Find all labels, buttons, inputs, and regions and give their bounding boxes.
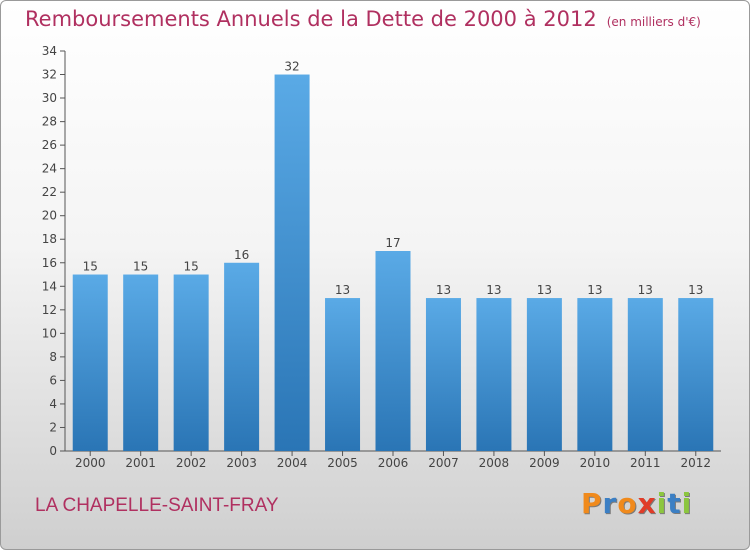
x-tick-label: 2000	[75, 456, 106, 470]
y-tick-label: 34	[42, 44, 57, 58]
bar	[325, 298, 361, 451]
bar	[173, 274, 209, 451]
logo-letter: r	[602, 487, 618, 520]
x-tick-label: 2010	[580, 456, 611, 470]
y-tick-label: 28	[42, 115, 57, 129]
y-tick-label: 32	[42, 68, 57, 82]
y-tick-label: 22	[42, 185, 57, 199]
x-tick-label: 2003	[226, 456, 257, 470]
y-tick-label: 16	[42, 256, 57, 270]
y-tick-label: 12	[42, 303, 57, 317]
chart-subtitle: (en milliers d'€)	[606, 15, 701, 29]
bar-value-label: 15	[184, 260, 199, 274]
logo-letter: i	[681, 487, 693, 520]
chart-title-text: Remboursements Annuels de la Dette de 20…	[25, 7, 597, 31]
x-tick-label: 2004	[277, 456, 308, 470]
commune-name: LA CHAPELLE-SAINT-FRAY	[35, 495, 279, 516]
x-tick-label: 2007	[428, 456, 459, 470]
bar	[274, 74, 310, 451]
y-tick-label: 18	[42, 232, 57, 246]
y-tick-label: 8	[49, 350, 57, 364]
x-tick-label: 2008	[479, 456, 510, 470]
x-tick-label: 2009	[529, 456, 560, 470]
y-tick-label: 2	[49, 420, 57, 434]
bar-value-label: 13	[688, 283, 703, 297]
y-tick-label: 4	[49, 397, 57, 411]
bar-value-label: 13	[335, 283, 350, 297]
x-tick-label: 2005	[327, 456, 358, 470]
bar	[627, 298, 663, 451]
bar-value-label: 13	[638, 283, 653, 297]
logo-letter: x	[637, 487, 657, 520]
y-tick-label: 14	[42, 279, 57, 293]
proxiti-logo: Proxiti	[581, 487, 692, 520]
bar-value-label: 13	[587, 283, 602, 297]
bar	[678, 298, 714, 451]
y-tick-label: 10	[42, 326, 57, 340]
y-tick-label: 20	[42, 209, 57, 223]
bar	[123, 274, 159, 451]
bar-value-label: 17	[385, 236, 400, 250]
bar	[425, 298, 461, 451]
bar-value-label: 13	[537, 283, 552, 297]
bar-value-label: 13	[486, 283, 501, 297]
bar	[526, 298, 562, 451]
bar	[577, 298, 613, 451]
bar-value-label: 15	[83, 260, 98, 274]
x-tick-label: 2001	[125, 456, 156, 470]
bar-value-label: 13	[436, 283, 451, 297]
y-tick-label: 24	[42, 162, 57, 176]
logo-letter: P	[581, 487, 603, 520]
bar-value-label: 16	[234, 248, 249, 262]
bar-value-label: 15	[133, 260, 148, 274]
x-tick-label: 2002	[176, 456, 207, 470]
x-tick-label: 2011	[630, 456, 661, 470]
bar	[72, 274, 108, 451]
bar	[224, 262, 260, 451]
logo-letter: t	[667, 487, 682, 520]
chart-title: Remboursements Annuels de la Dette de 20…	[25, 7, 701, 31]
y-tick-label: 0	[49, 444, 57, 458]
bar-value-label: 32	[284, 60, 299, 74]
x-tick-label: 2012	[680, 456, 711, 470]
y-tick-label: 6	[49, 373, 57, 387]
bar	[476, 298, 512, 451]
bar	[375, 251, 411, 451]
y-tick-label: 26	[42, 138, 57, 152]
y-tick-label: 30	[42, 91, 57, 105]
logo-letter: i	[656, 487, 668, 520]
x-tick-label: 2006	[378, 456, 409, 470]
logo-letter: o	[617, 487, 638, 520]
